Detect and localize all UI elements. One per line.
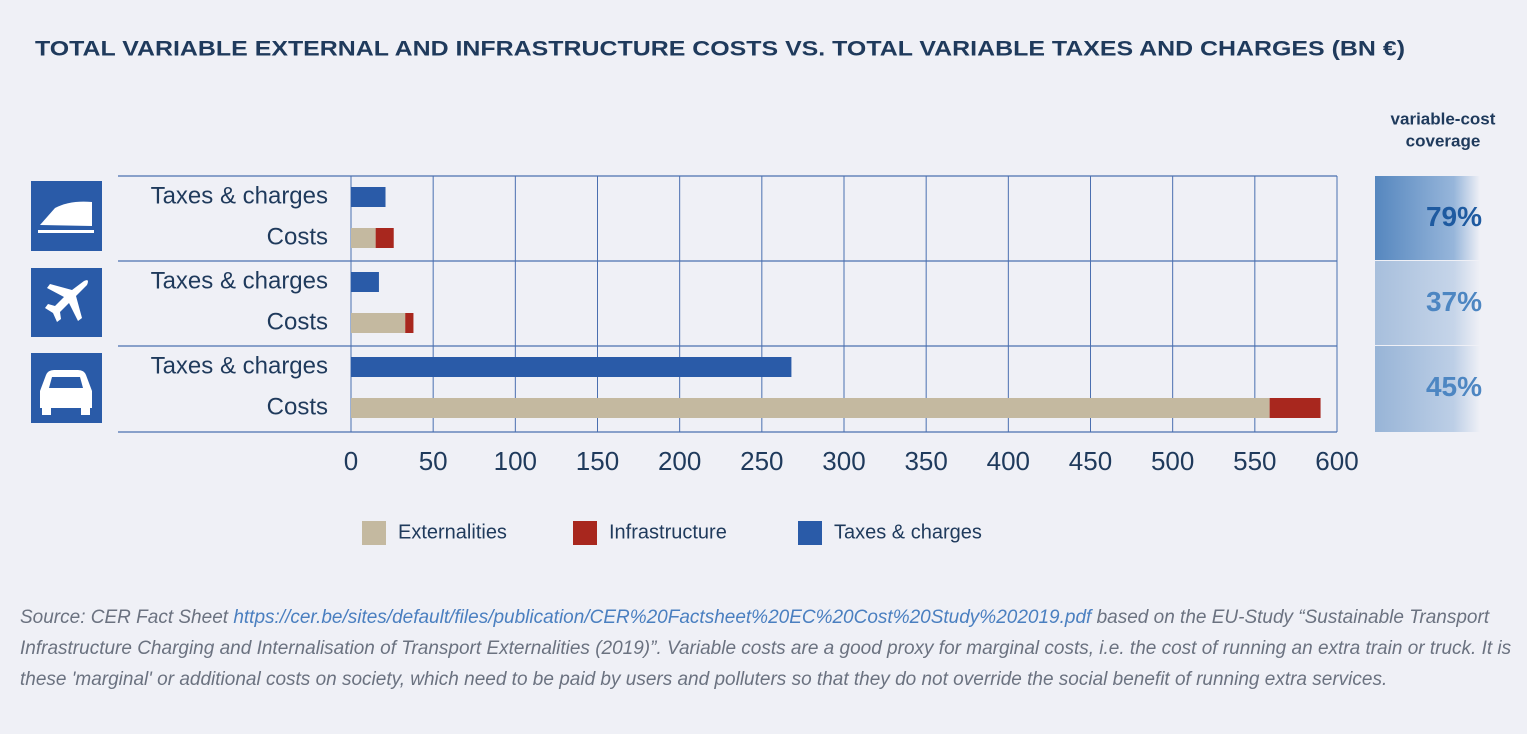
y-tick-label: Taxes & charges [151,352,328,379]
bar [405,313,414,333]
car-shape [40,370,92,408]
bar [1269,398,1321,418]
bar [351,272,379,292]
x-tick-label: 0 [344,446,358,476]
x-tick-label: 200 [658,446,701,476]
rail-shape [40,201,92,226]
x-tick-label: 600 [1315,446,1358,476]
x-tick-label: 250 [740,446,783,476]
y-tick-label: Taxes & charges [151,182,328,209]
plane-shape [45,280,88,322]
x-tick-label: 450 [1069,446,1112,476]
bar [351,357,792,377]
footnote-text: Source: CER Fact Sheet [20,607,234,628]
y-tick-label: Costs [267,393,328,420]
chart-title: TOTAL VARIABLE EXTERNAL AND INFRASTRUCTU… [35,38,1405,61]
coverage-cell [1375,261,1480,345]
footnote-text: based on the EU-Study “Sustainable Trans… [20,607,1512,690]
footnote-link[interactable]: https://cer.be/sites/default/files/publi… [233,607,1092,628]
y-tick-label: Taxes & charges [151,267,328,294]
coverage-label: 45% [1426,371,1482,402]
bar [351,228,376,248]
legend-swatch [798,521,822,545]
coverage-cell [1375,346,1480,432]
legend-swatch [573,521,597,545]
y-tick-label: Costs [267,223,328,250]
chart: TOTAL VARIABLE EXTERNAL AND INFRASTRUCTU… [31,38,1496,545]
legend-label: Externalities [398,521,507,543]
coverage-title: coverage [1406,131,1481,150]
legend-label: Infrastructure [609,521,727,543]
x-tick-label: 300 [822,446,865,476]
footnote: Source: CER Fact Sheet https://cer.be/si… [20,602,1527,695]
x-tick-label: 100 [494,446,537,476]
coverage-cell [1375,176,1480,260]
coverage-label: 37% [1426,286,1482,317]
bar [351,313,406,333]
bar [375,228,394,248]
rail-track [38,230,94,233]
x-tick-label: 400 [987,446,1030,476]
car-window [49,377,83,388]
legend-swatch [362,521,386,545]
car-wheel [81,408,90,415]
coverage-title: variable-cost [1391,109,1496,128]
legend-label: Taxes & charges [834,521,982,543]
x-tick-label: 50 [419,446,448,476]
x-tick-label: 500 [1151,446,1194,476]
x-tick-label: 350 [904,446,947,476]
x-tick-label: 150 [576,446,619,476]
x-tick-label: 550 [1233,446,1276,476]
car-wheel [42,408,51,415]
y-tick-label: Costs [267,308,328,335]
bar [351,187,386,207]
coverage-label: 79% [1426,201,1482,232]
bar [351,398,1270,418]
icons [31,181,102,423]
